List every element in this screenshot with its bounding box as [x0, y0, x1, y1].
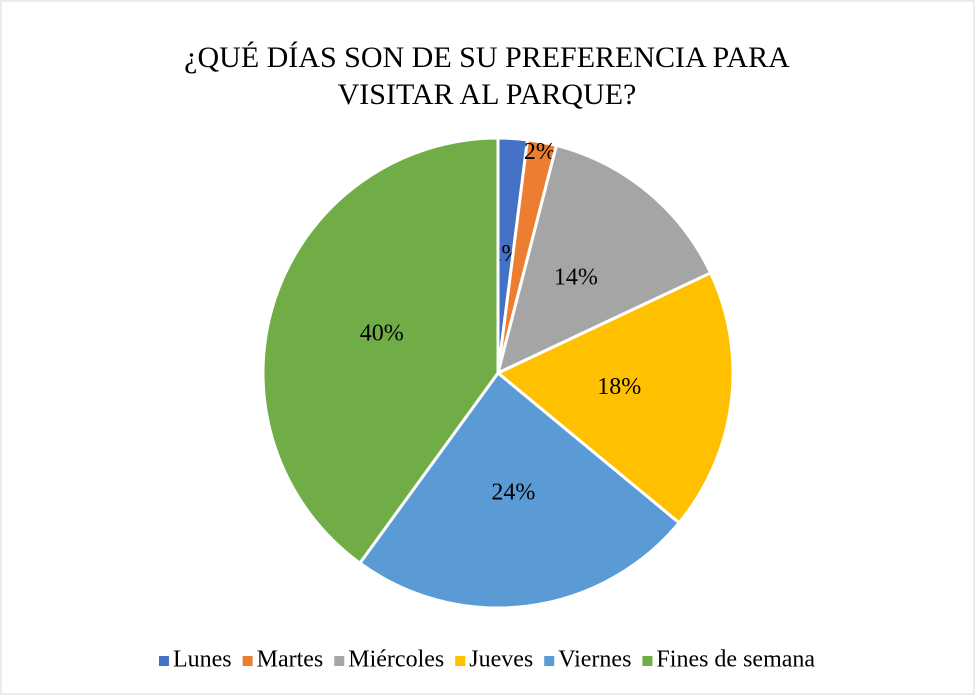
- data-label: 18%: [597, 374, 641, 400]
- legend-label: Martes: [257, 647, 324, 673]
- legend-label: Lunes: [173, 647, 232, 673]
- data-label: 14%: [554, 264, 598, 290]
- data-label: 2%: [524, 139, 556, 165]
- legend-label: Jueves: [469, 647, 533, 673]
- pie-slice: [261, 136, 500, 566]
- legend-swatch: [334, 656, 345, 666]
- legend-label: Miércoles: [348, 647, 444, 673]
- legend: Lunes Martes Miércoles Jueves Viernes Fines d…: [158, 647, 815, 673]
- legend-swatch: [544, 656, 555, 666]
- data-label: 40%: [360, 321, 404, 347]
- legend-label: Fines de semana: [656, 647, 815, 673]
- legend-swatch: [242, 656, 253, 666]
- legend-swatch: [455, 656, 466, 666]
- chart-title: ¿QUÉ DÍAS SON DE SU PREFERENCIA PARA VISI…: [184, 41, 790, 111]
- data-label: 24%: [491, 480, 535, 506]
- pie-slice: [357, 370, 682, 610]
- legend-swatch: [158, 656, 169, 666]
- pie-slice: [495, 143, 713, 376]
- legend-swatch: [642, 656, 653, 666]
- legend-label: Viernes: [558, 647, 631, 673]
- pie-slice: [495, 270, 735, 525]
